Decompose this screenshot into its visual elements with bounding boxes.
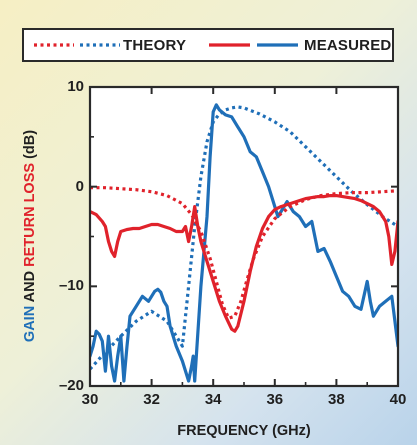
series-group — [90, 103, 398, 383]
legend-swatches — [34, 43, 298, 47]
y-tick-label: –10 — [58, 277, 84, 295]
legend-label-theory: THEORY — [123, 37, 187, 54]
x-tick-label: 32 — [143, 391, 160, 408]
x-axis-label: FREQUENCY (GHz) — [177, 423, 311, 439]
x-tick-label: 40 — [389, 391, 407, 408]
y-axis-label-unit: (dB) — [22, 129, 38, 163]
x-tick-label: 30 — [81, 391, 99, 408]
series-return-loss-measured — [90, 194, 398, 333]
y-tick-label: 10 — [67, 78, 84, 95]
x-tick-label: 38 — [328, 391, 345, 408]
y-tick-label: 0 — [75, 177, 84, 195]
legend-label-measured: MEASURED — [304, 37, 392, 54]
x-tick-label: 34 — [204, 391, 222, 408]
legend: THEORY MEASURED — [22, 28, 394, 62]
y-axis-label-gain: GAIN — [22, 305, 38, 343]
x-tick-label: 36 — [266, 391, 284, 408]
series-gain-measured — [90, 103, 398, 383]
plot-area — [90, 87, 398, 386]
y-tick-label: –20 — [58, 377, 84, 394]
series-return-loss-theory — [90, 186, 398, 320]
y-axis-label-return-loss: RETURN LOSS — [22, 162, 38, 267]
y-axis-label-and: AND — [22, 266, 38, 306]
